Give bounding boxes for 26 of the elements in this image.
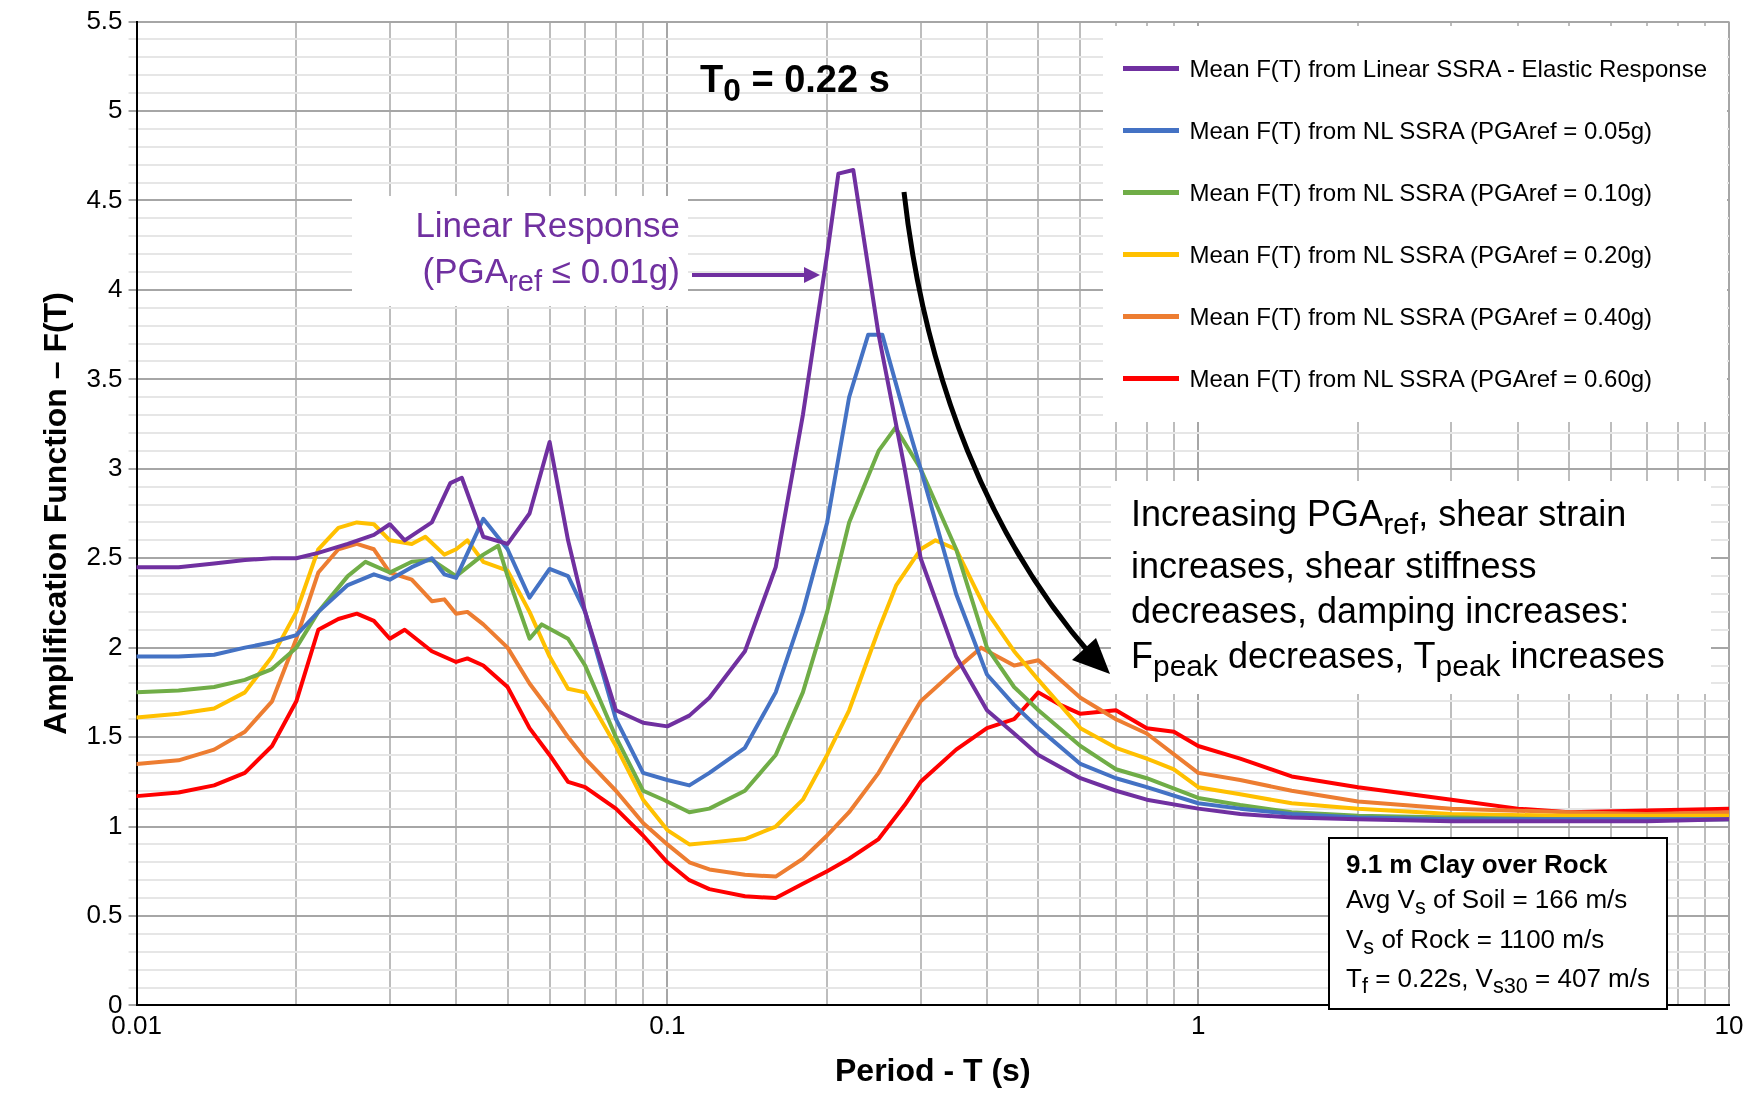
legend-label: Mean F(T) from NL SSRA (PGAref = 0.10g) xyxy=(1189,178,1653,207)
y-tick-label: 3.5 xyxy=(86,362,123,393)
legend-label: Mean F(T) from Linear SSRA - Elastic Response xyxy=(1189,54,1707,83)
x-tick-label: 0.1 xyxy=(649,1010,686,1041)
y-tick-label: 5.5 xyxy=(86,4,123,35)
legend-label: Mean F(T) from NL SSRA (PGAref = 0.20g) xyxy=(1189,240,1653,269)
text: Increasing PGA$_{ref}$, shear strain increases, shear stiffness decreases, damping increases: F$_{peak}$ decreases, T$_{peak}$ increases xyxy=(1131,493,1665,682)
y-axis-title: Amplification Function – F(T) xyxy=(37,292,74,735)
legend-label: Mean F(T) from NL SSRA (PGAref = 0.05g) xyxy=(1189,116,1653,145)
y-tick-label: 0.5 xyxy=(86,899,123,930)
legend-label: Mean F(T) from NL SSRA (PGAref = 0.40g) xyxy=(1189,302,1653,331)
x-axis-title: Period - T (s) xyxy=(834,1051,1031,1088)
y-tick-label: 2.5 xyxy=(86,541,123,572)
x-tick-label: 1 xyxy=(1190,1010,1206,1041)
y-tick-label: 4.5 xyxy=(86,183,123,214)
y-tick-label: 1.5 xyxy=(86,720,123,751)
x-tick-label: 10 xyxy=(1714,1010,1744,1041)
annotation: Linear Response (PGA$_{ref}$ ≤ 0.01g) xyxy=(352,196,688,307)
y-tick-label: 2 xyxy=(108,630,123,661)
legend-label: Mean F(T) from NL SSRA (PGAref = 0.60g) xyxy=(1189,364,1653,393)
annotation: T$_{0}$ = 0.22 s xyxy=(700,58,890,109)
y-tick-label: 1 xyxy=(108,809,123,840)
text: 9.1 m Clay over Rock Avg V$_{s}$ of Soil = 166 m/s V$_{s}$ of Rock = 1100 m/s T$_{f}$ = 0.22s, V$_{s30}$ = 407 m/s xyxy=(1346,849,1650,999)
y-tick-label: 5 xyxy=(108,94,123,125)
y-tick-label: 4 xyxy=(108,273,123,304)
y-tick-label: 3 xyxy=(108,451,123,482)
